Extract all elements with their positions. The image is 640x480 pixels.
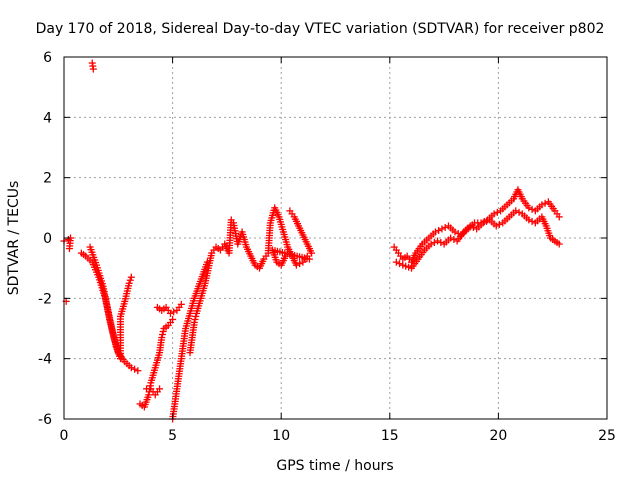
y-tick-label: 0 bbox=[43, 231, 52, 247]
x-tick-label: 20 bbox=[489, 428, 507, 444]
y-tick-label: -2 bbox=[38, 291, 52, 307]
data-point bbox=[191, 315, 199, 323]
data-point bbox=[541, 199, 549, 207]
data-point bbox=[131, 365, 139, 373]
data-point bbox=[170, 308, 178, 316]
data-point bbox=[435, 226, 443, 234]
data-point bbox=[490, 210, 498, 218]
axis-ticks bbox=[63, 56, 608, 420]
data-point bbox=[89, 65, 97, 73]
data-point bbox=[134, 367, 142, 375]
data-point bbox=[512, 207, 520, 215]
data-point bbox=[177, 300, 185, 308]
x-tick-label: 25 bbox=[598, 428, 616, 444]
data-point bbox=[192, 312, 200, 320]
data-point bbox=[495, 220, 503, 228]
x-tick-label: 0 bbox=[60, 428, 69, 444]
data-point bbox=[438, 225, 446, 233]
data-point bbox=[169, 315, 177, 323]
data-point bbox=[159, 328, 167, 336]
y-axis-label: SDTVAR / TECUs bbox=[6, 181, 22, 296]
data-point bbox=[127, 364, 135, 372]
y-tick-label: 6 bbox=[43, 50, 52, 66]
data-point bbox=[466, 222, 474, 230]
data-point bbox=[431, 228, 439, 236]
data-marks bbox=[60, 59, 563, 423]
data-point bbox=[479, 219, 487, 227]
data-point bbox=[158, 331, 166, 339]
data-point bbox=[538, 201, 546, 209]
data-point bbox=[430, 239, 438, 247]
data-point bbox=[296, 260, 304, 268]
grid bbox=[64, 57, 607, 419]
data-point bbox=[396, 260, 404, 268]
data-point bbox=[555, 213, 563, 221]
data-point bbox=[127, 273, 135, 281]
data-point bbox=[392, 258, 400, 266]
x-tick-label: 10 bbox=[272, 428, 290, 444]
data-point bbox=[493, 208, 501, 216]
data-point bbox=[434, 237, 442, 245]
data-point bbox=[156, 385, 164, 393]
data-point bbox=[427, 240, 435, 248]
x-tick-label: 5 bbox=[168, 428, 177, 444]
y-tick-label: -6 bbox=[38, 412, 52, 428]
data-point bbox=[65, 245, 73, 253]
x-tick-label: 15 bbox=[381, 428, 399, 444]
data-point bbox=[126, 276, 134, 284]
y-tick-label: -4 bbox=[38, 352, 52, 368]
data-point bbox=[515, 208, 523, 216]
x-tick-labels: 0 5 10 15 20 25 bbox=[60, 428, 616, 444]
data-point bbox=[525, 216, 533, 224]
data-point bbox=[308, 249, 316, 257]
chart-title: Day 170 of 2018, Sidereal Day-to-day VTE… bbox=[36, 21, 605, 37]
data-point bbox=[292, 261, 300, 269]
data-point bbox=[447, 234, 455, 242]
data-point bbox=[525, 204, 533, 212]
x-axis-label: GPS time / hours bbox=[276, 458, 393, 474]
data-point bbox=[158, 334, 166, 342]
data-point bbox=[492, 222, 500, 230]
data-point bbox=[451, 228, 459, 236]
data-point bbox=[125, 279, 133, 287]
data-point bbox=[166, 309, 174, 317]
data-point bbox=[190, 318, 198, 326]
y-tick-label: 2 bbox=[43, 171, 52, 187]
data-point bbox=[450, 236, 458, 244]
data-point bbox=[555, 240, 563, 248]
y-tick-label: 4 bbox=[43, 110, 52, 126]
y-tick-labels: -6 -4 -2 0 2 4 6 bbox=[38, 50, 52, 428]
data-point bbox=[282, 252, 290, 260]
